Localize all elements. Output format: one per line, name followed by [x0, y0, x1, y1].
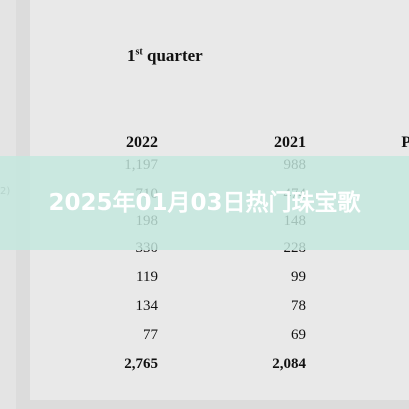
column-header: Pu — [401, 134, 409, 151]
column-header: 2021 — [274, 134, 306, 151]
header-label: quarter — [146, 46, 203, 65]
header-ordinal: 1 — [127, 46, 136, 65]
cell: 99 — [291, 269, 306, 285]
cell: 2,765 — [124, 356, 158, 372]
cell: 77 — [143, 327, 158, 343]
banner-title: 2025年01月03日热门珠宝歌 — [48, 190, 361, 216]
banner: 2025年01月03日热门珠宝歌 — [0, 156, 409, 250]
cell: 69 — [291, 327, 306, 343]
cell: 119 — [136, 269, 158, 285]
header-ordinal-suffix: st — [135, 46, 143, 58]
cell: 134 — [135, 298, 159, 314]
column-header: 2022 — [126, 134, 158, 151]
cell: 2,084 — [272, 356, 306, 372]
cell: 78 — [291, 298, 306, 314]
table-header: 1st quarter — [127, 46, 203, 66]
